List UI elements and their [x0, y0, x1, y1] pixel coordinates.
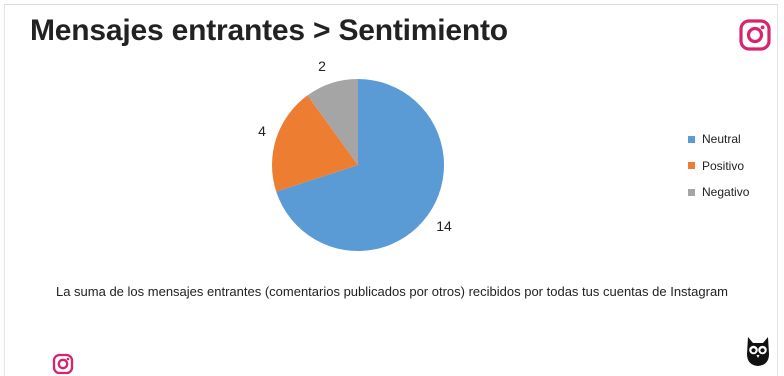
pie-slice-positive: [271, 95, 358, 192]
legend-swatch-negative: [688, 188, 695, 196]
legend-label-positive: Positivo: [702, 158, 745, 173]
legend-item-negative: Negativo: [688, 185, 749, 199]
data-label-neutral: 14: [436, 218, 452, 234]
data-label-negative: 2: [318, 58, 326, 74]
data-label-positive: 4: [258, 123, 266, 139]
legend-swatch-neutral: [688, 135, 695, 143]
pie-slice-neutral: [276, 79, 445, 251]
legend-item-positive: Positivo: [688, 159, 749, 173]
instagram-icon: [52, 353, 74, 375]
legend-label-negative: Negativo: [702, 185, 750, 199]
pie-slice-negative: [307, 79, 358, 165]
legend-label-neutral: Neutral: [702, 132, 741, 146]
slide-frame: [4, 4, 778, 376]
legend-item-neutral: Neutral: [688, 132, 749, 146]
instagram-icon: [739, 19, 771, 51]
page-title: Mensajes entrantes > Sentimiento: [30, 14, 508, 47]
hootsuite-owl-icon: [747, 337, 769, 366]
chart-legend: Neutral Positivo Negativo: [688, 132, 749, 212]
chart-description: La suma de los mensajes entrantes (comen…: [55, 284, 729, 299]
legend-swatch-positive: [688, 162, 695, 169]
